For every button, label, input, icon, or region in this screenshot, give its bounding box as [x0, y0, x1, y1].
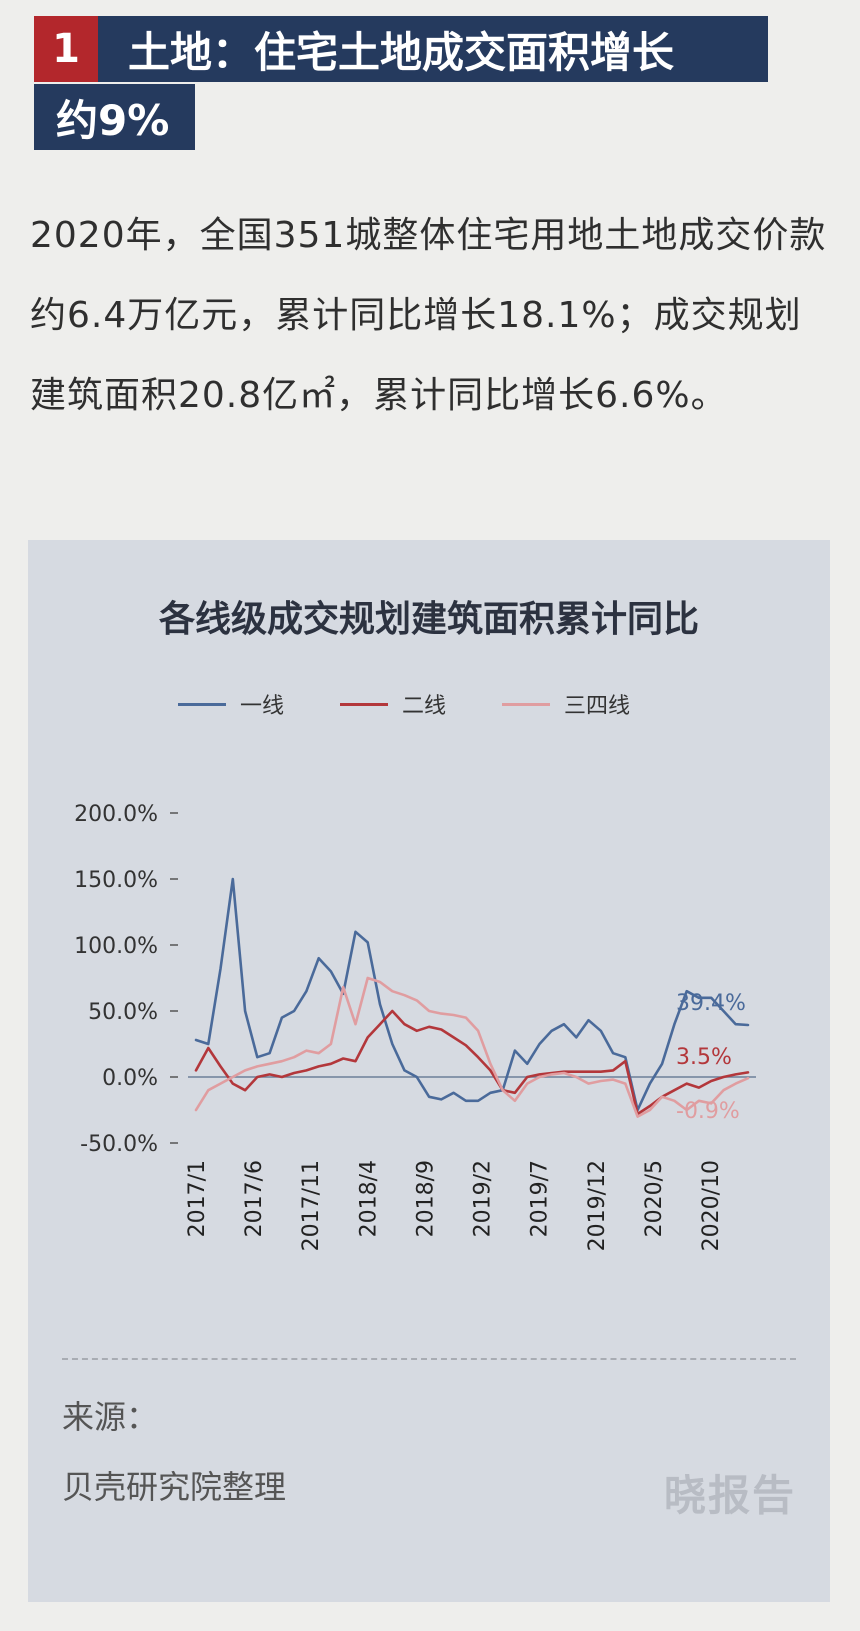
source-label: 来源：	[62, 1398, 159, 1436]
section-header: 1 土地：住宅土地成交面积增长 约9%	[34, 16, 768, 150]
x-tick-label: 2017/6	[242, 1160, 267, 1237]
x-tick-label: 2019/7	[528, 1160, 553, 1237]
source-text: 贝壳研究院整理	[62, 1468, 287, 1506]
legend-swatch-tier1	[178, 702, 226, 706]
legend-swatch-tier3-4	[502, 702, 551, 706]
x-tick-label: 2017/11	[299, 1160, 324, 1251]
legend-label-tier1: 一线	[240, 694, 285, 719]
y-tick-label: 150.0%	[74, 868, 158, 893]
legend-item-tier1: 一线	[178, 688, 284, 720]
section-number: 1	[34, 16, 98, 82]
x-tick-label: 2020/10	[699, 1160, 724, 1251]
section-title-line1: 土地：住宅土地成交面积增长	[98, 16, 768, 82]
x-tick-label: 2020/5	[642, 1160, 667, 1237]
legend-item-tier2: 二线	[340, 688, 446, 720]
x-tick-label: 2019/2	[471, 1160, 496, 1237]
y-tick-label: 0.0%	[102, 1066, 158, 1091]
x-tick-label: 2017/1	[185, 1160, 210, 1237]
y-tick-label: 50.0%	[88, 1000, 158, 1025]
x-tick-label: 2018/9	[413, 1160, 438, 1237]
x-tick-label: 2018/4	[356, 1160, 381, 1237]
legend-item-tier3-4: 三四线	[502, 688, 630, 720]
summary-paragraph: 2020年，全国351城整体住宅用地土地成交价款约6.4万亿元，累计同比增长18…	[30, 215, 827, 416]
chart-title: 各线级成交规划建筑面积累计同比	[158, 598, 699, 640]
end-value-label: -0.9%	[676, 1099, 740, 1124]
legend-label-tier3-4: 三四线	[564, 694, 631, 719]
watermark-logo: 晓报告	[663, 1471, 796, 1520]
series-line-2	[194, 976, 750, 1118]
series-line-1	[194, 1009, 750, 1116]
chart-legend: 一线 二线 三四线	[178, 688, 630, 720]
line-chart: 200.0% 150.0% 100.0% 50.0% 0.0% -50.0% 39.4% 3.…	[74, 802, 756, 1251]
legend-swatch-tier2	[340, 702, 389, 706]
end-value-label: 3.5%	[676, 1045, 732, 1070]
divider	[62, 1358, 796, 1360]
y-tick-label: -50.0%	[80, 1132, 158, 1157]
y-tick-label: 100.0%	[74, 934, 158, 959]
legend-label-tier2: 二线	[402, 694, 447, 719]
end-value-label: 39.4%	[676, 991, 746, 1016]
y-tick-label: 200.0%	[74, 802, 158, 827]
x-tick-label: 2019/12	[585, 1160, 610, 1251]
chart-card: 各线级成交规划建筑面积累计同比 一线 二线 三四线 200.0% 150.0% 10…	[28, 540, 830, 1602]
section-title-line2: 约9%	[34, 84, 196, 150]
series-line-0	[194, 877, 750, 1112]
